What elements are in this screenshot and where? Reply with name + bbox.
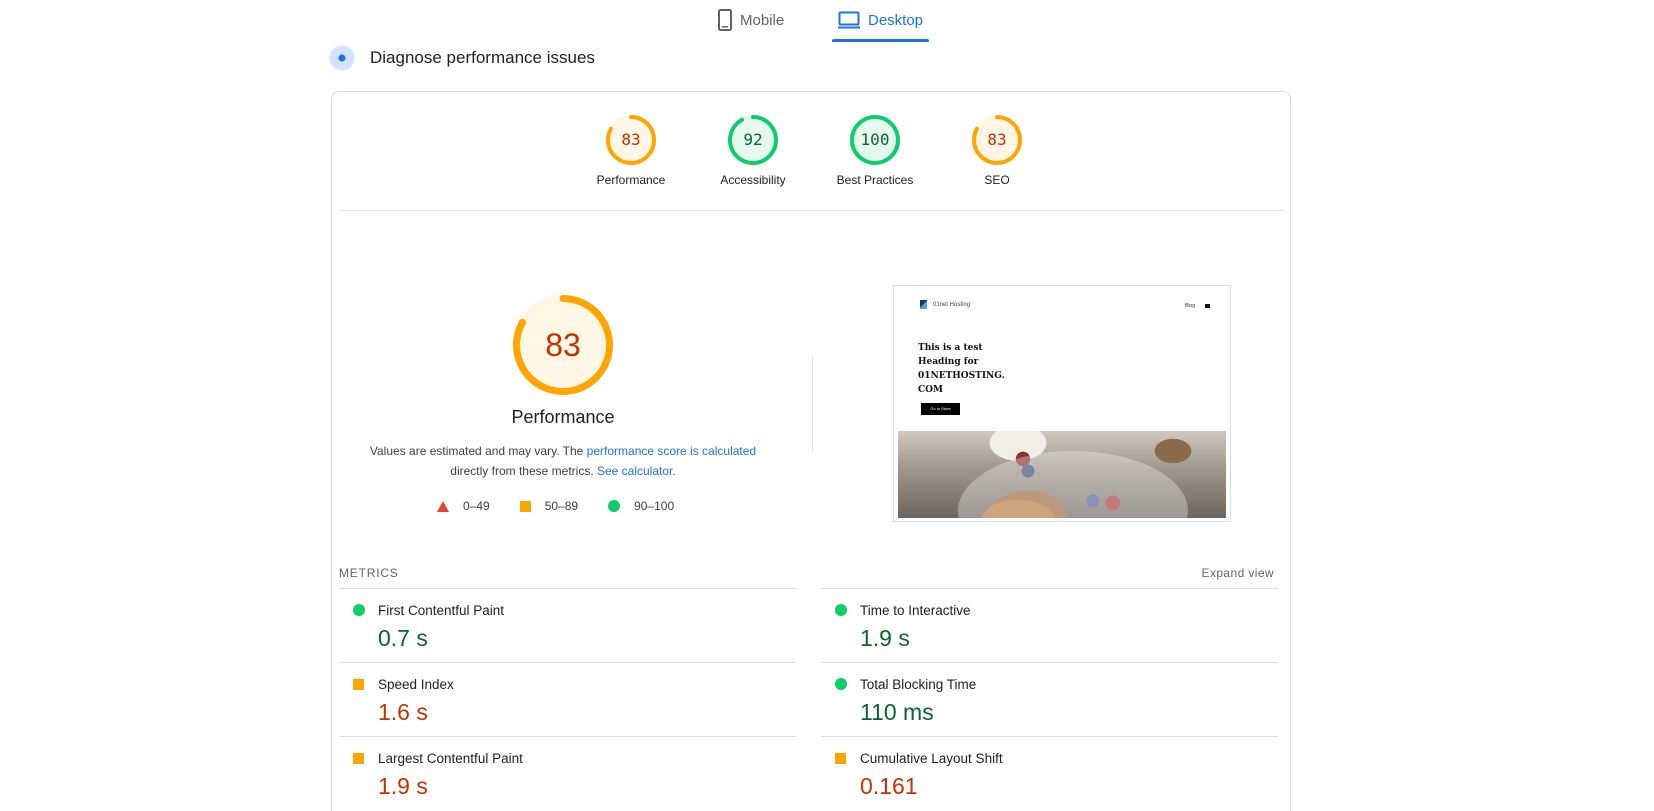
gauge-label: Accessibility xyxy=(720,173,786,187)
performance-ring xyxy=(513,295,613,395)
gauge-performance[interactable]: 83 Performance xyxy=(581,115,681,187)
pass-circle-icon xyxy=(353,604,365,616)
square-icon xyxy=(519,500,531,512)
note-text: Values are estimated and may vary. The xyxy=(369,444,587,458)
legend-range: 50–89 xyxy=(544,499,579,513)
average-square-icon xyxy=(835,753,846,764)
metrics-right-column: Time to Interactive 1.9 s Total Blocking… xyxy=(821,588,1278,810)
note-text: . xyxy=(672,464,676,478)
metric-name: Total Blocking Time xyxy=(860,677,977,692)
gauge-accessibility[interactable]: 92 Accessibility xyxy=(703,115,803,187)
preview-brand: 01net Hosting xyxy=(933,301,971,308)
report-card xyxy=(331,91,1291,811)
gauge-ring xyxy=(972,115,1022,165)
gauge-best-practices[interactable]: 100 Best Practices xyxy=(825,115,925,187)
see-calculator-link[interactable]: See calculator xyxy=(596,464,673,478)
vertical-separator xyxy=(812,356,813,452)
device-tabs: Mobile Desktop xyxy=(712,0,930,42)
metric-fcp: First Contentful Paint 0.7 s xyxy=(339,588,796,662)
gauge-label: SEO xyxy=(984,173,1010,187)
gauge-seo[interactable]: 83 SEO xyxy=(947,115,1047,187)
preview-heading: This is a test Heading for 01NETHOSTING.… xyxy=(918,343,1005,395)
phone-icon xyxy=(718,9,732,31)
preview-hero-image xyxy=(898,431,1226,518)
diagnose-header: Diagnose performance issues xyxy=(330,46,595,70)
pass-circle-icon xyxy=(835,604,847,616)
expand-view-button[interactable]: Expand view xyxy=(1201,566,1274,580)
average-square-icon xyxy=(353,679,364,690)
metric-value: 0.7 s xyxy=(378,625,428,651)
preview-logo: 01net Hosting xyxy=(920,300,970,309)
gauge-ring xyxy=(728,115,778,165)
metric-name: Largest Contentful Paint xyxy=(378,751,523,766)
legend-fail: 0–49 xyxy=(437,499,490,513)
gauge-score: 100 xyxy=(860,130,890,149)
gauge-arc xyxy=(513,295,613,395)
performance-score: 83 xyxy=(545,327,581,363)
average-square-icon xyxy=(353,753,364,764)
preview-button: Go to Store xyxy=(921,403,960,415)
gauge-score: 83 xyxy=(987,130,1007,149)
monitor-icon xyxy=(838,11,860,29)
pass-circle-icon xyxy=(835,678,847,690)
metric-cls: Cumulative Layout Shift 0.161 xyxy=(821,736,1278,810)
score-calculated-link[interactable]: performance score is calculated xyxy=(586,444,757,458)
legend-pass: 90–100 xyxy=(608,499,674,513)
note-text: directly from these metrics. xyxy=(450,464,597,478)
gauge-ring xyxy=(850,115,900,165)
brand-logo-icon xyxy=(920,300,927,309)
tab-mobile-label: Mobile xyxy=(740,11,785,29)
gauge-score: 83 xyxy=(621,130,641,149)
page-screenshot-preview: 01net Hosting Blog This is a test Headin… xyxy=(893,285,1231,522)
cart-icon xyxy=(1205,304,1210,308)
preview-nav: Blog xyxy=(1185,303,1210,309)
metric-name: Cumulative Layout Shift xyxy=(860,751,1003,766)
metric-name: Time to Interactive xyxy=(860,603,971,618)
legend-average: 50–89 xyxy=(519,499,579,513)
metric-lcp: Largest Contentful Paint 1.9 s xyxy=(339,736,796,810)
gauge-score: 92 xyxy=(743,130,763,149)
metric-value: 1.6 s xyxy=(378,699,428,725)
metric-value: 1.9 s xyxy=(860,625,910,651)
performance-title: Performance xyxy=(511,407,615,427)
diagnose-icon xyxy=(330,46,354,70)
gauge-ring xyxy=(606,115,656,165)
metric-tti: Time to Interactive 1.9 s xyxy=(821,588,1278,662)
gauge-arc xyxy=(972,115,1022,165)
circle-icon xyxy=(608,500,621,512)
gauge-arc xyxy=(606,115,656,165)
tab-mobile[interactable]: Mobile xyxy=(712,0,808,40)
metric-name: First Contentful Paint xyxy=(378,603,505,618)
metrics-title: METRICS xyxy=(339,566,399,580)
metric-name: Speed Index xyxy=(378,677,454,692)
metrics-header: METRICS Expand view xyxy=(339,566,1274,580)
metric-speed-index: Speed Index 1.6 s xyxy=(339,662,796,736)
metrics-left-column: First Contentful Paint 0.7 s Speed Index… xyxy=(339,588,796,810)
divider xyxy=(339,210,1283,211)
tab-desktop-label: Desktop xyxy=(868,11,924,29)
metric-value: 1.9 s xyxy=(378,773,428,799)
diagnose-title: Diagnose performance issues xyxy=(370,48,595,67)
legend-range: 0–49 xyxy=(463,499,490,513)
metric-value: 110 ms xyxy=(860,699,934,725)
legend-range: 90–100 xyxy=(634,499,675,513)
gauge-label: Performance xyxy=(596,173,666,187)
gauge-arc xyxy=(850,115,900,165)
metric-value: 0.161 xyxy=(860,773,918,799)
performance-gauge: 83 xyxy=(513,295,613,395)
gauge-label: Best Practices xyxy=(836,173,914,187)
performance-note: Values are estimated and may vary. The p… xyxy=(358,441,768,481)
gauge-arc xyxy=(728,115,778,165)
score-legend: 0–49 50–89 90–100 xyxy=(437,499,674,513)
tab-desktop[interactable]: Desktop xyxy=(832,0,930,42)
triangle-icon xyxy=(437,500,449,512)
plate-shape xyxy=(958,451,1188,518)
preview-nav-item: Blog xyxy=(1184,303,1195,309)
metric-tbt: Total Blocking Time 110 ms xyxy=(821,662,1278,736)
